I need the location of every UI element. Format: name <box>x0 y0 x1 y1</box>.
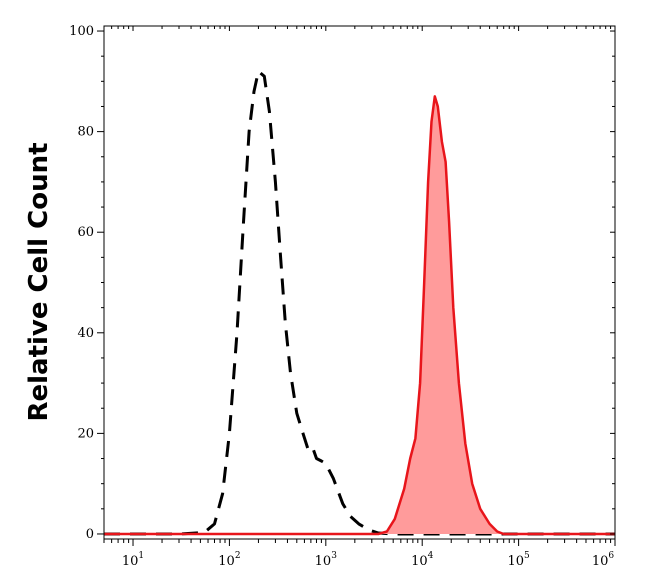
series-2-area <box>104 96 615 535</box>
x-tick-label: 106 <box>592 551 615 569</box>
y-tick-label: 100 <box>69 24 94 39</box>
x-tick-label: 104 <box>411 551 434 569</box>
y-tick-label: 60 <box>77 225 94 240</box>
y-tick-label: 80 <box>77 125 94 140</box>
y-tick-label: 20 <box>77 426 94 441</box>
axes: 0 20 40 60 80 100 101 102 103 104 105 106 <box>69 24 616 569</box>
plot-area <box>104 69 615 536</box>
x-tick-label: 101 <box>122 551 144 569</box>
plot-frame <box>103 25 616 540</box>
x-tick-label: 103 <box>315 551 338 569</box>
series-2-line <box>104 95 615 536</box>
y-tick-label: 40 <box>77 326 94 341</box>
series-1-line <box>104 69 615 536</box>
x-tick-label: 102 <box>218 551 240 569</box>
x-tick-label: 105 <box>507 551 530 569</box>
y-axis-label: Relative Cell Count <box>24 142 54 421</box>
y-tick-label: 0 <box>86 527 94 542</box>
